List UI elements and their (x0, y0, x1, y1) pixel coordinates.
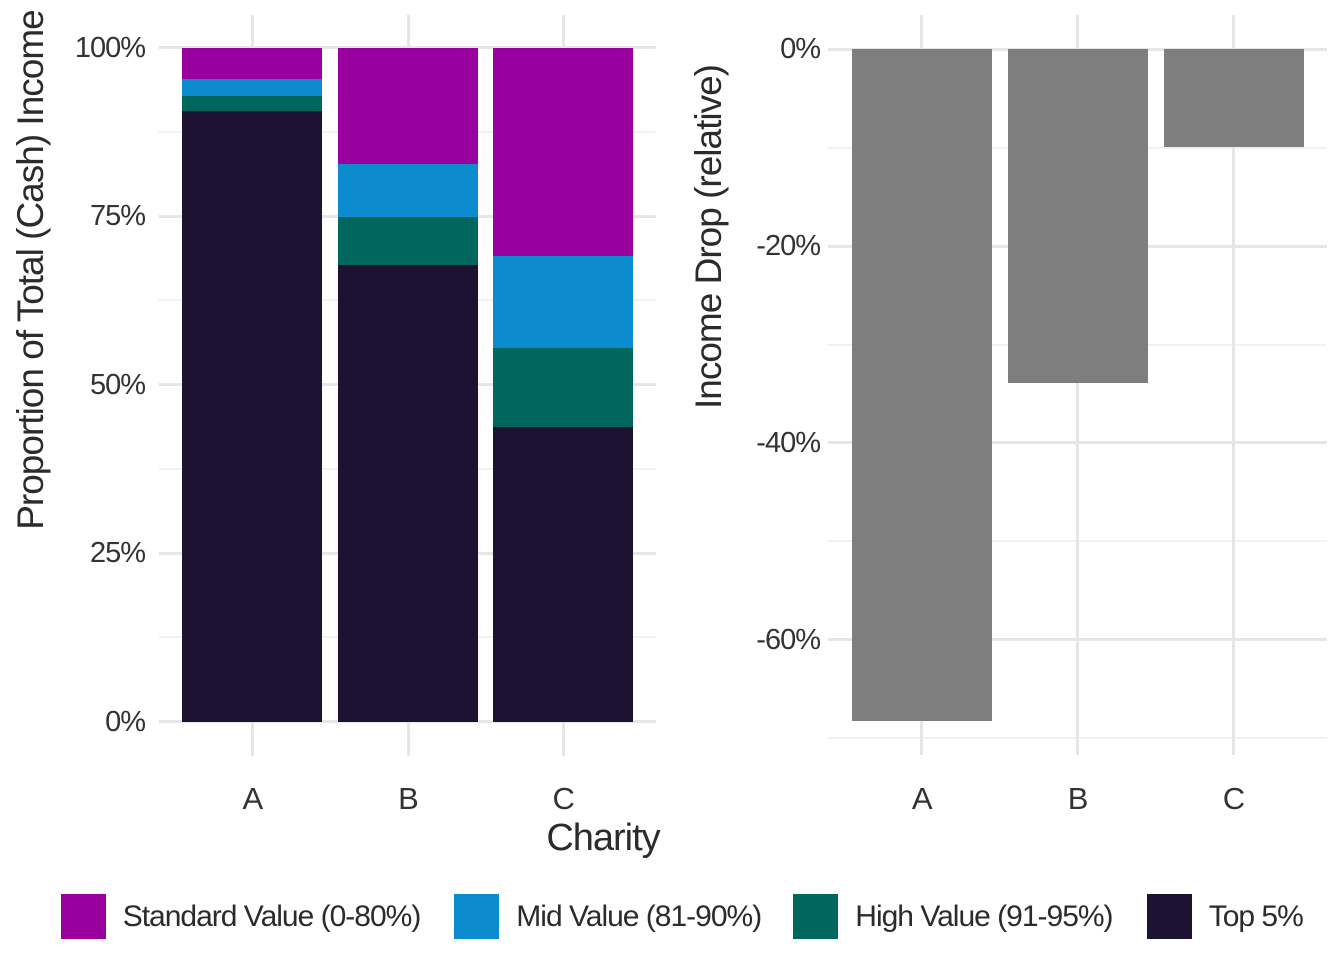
legend-swatch (454, 894, 500, 939)
stacked-bar-segment (338, 264, 478, 722)
y-tick-label: -20% (756, 230, 821, 263)
bar (1163, 49, 1304, 147)
y-tick-label: 25% (89, 537, 146, 570)
x-category-label: B (1067, 781, 1089, 816)
y-tick-label: 100% (74, 31, 146, 64)
legend-item: High Value (91-95%) (793, 894, 1114, 939)
legend-label: Mid Value (81-90%) (516, 899, 762, 933)
stacked-bar-segment (338, 163, 478, 217)
x-category-label: A (242, 781, 263, 816)
legend-swatch (793, 894, 839, 939)
legend-label: High Value (91-95%) (855, 899, 1113, 933)
stacked-bar-segment (182, 111, 323, 722)
gridline-vertical (1076, 14, 1080, 755)
stacked-bar-segment (182, 47, 323, 80)
x-category-label: A (911, 781, 933, 816)
y-tick-label: 50% (89, 368, 146, 401)
x-category-label: C (1222, 781, 1245, 816)
legend-label: Standard Value (0-80%) (122, 899, 422, 933)
x-axis-title: Charity (546, 817, 660, 859)
right-y-axis-title: Income Drop (relative) (688, 65, 729, 410)
stacked-bar-segment (493, 255, 634, 349)
legend-swatch (1146, 894, 1192, 939)
bar (851, 49, 992, 722)
stacked-bar-segment (182, 95, 323, 112)
legend-swatch (60, 894, 106, 939)
legend-item: Top 5% (1146, 894, 1304, 939)
stacked-bar-segment (493, 427, 634, 722)
gridline-vertical (1232, 14, 1235, 755)
legend-label: Top 5% (1208, 899, 1304, 933)
stacked-bar-segment (493, 348, 634, 428)
stacked-bar-segment (338, 216, 478, 265)
legend-item: Mid Value (81-90%) (454, 894, 762, 939)
y-tick-label: 0% (105, 705, 146, 738)
y-tick-label: 0% (780, 33, 821, 66)
y-tick-label: -60% (756, 623, 821, 656)
y-tick-label: -40% (756, 426, 821, 459)
stacked-bar-segment (493, 47, 634, 256)
x-category-label: C (552, 781, 574, 816)
x-category-label: B (398, 781, 419, 816)
stacked-bar-segment (338, 47, 478, 164)
bar (1007, 49, 1148, 383)
stacked-bar-segment (182, 79, 323, 96)
legend-item: Standard Value (0-80%) (60, 894, 422, 939)
y-tick-label: 75% (89, 200, 146, 233)
